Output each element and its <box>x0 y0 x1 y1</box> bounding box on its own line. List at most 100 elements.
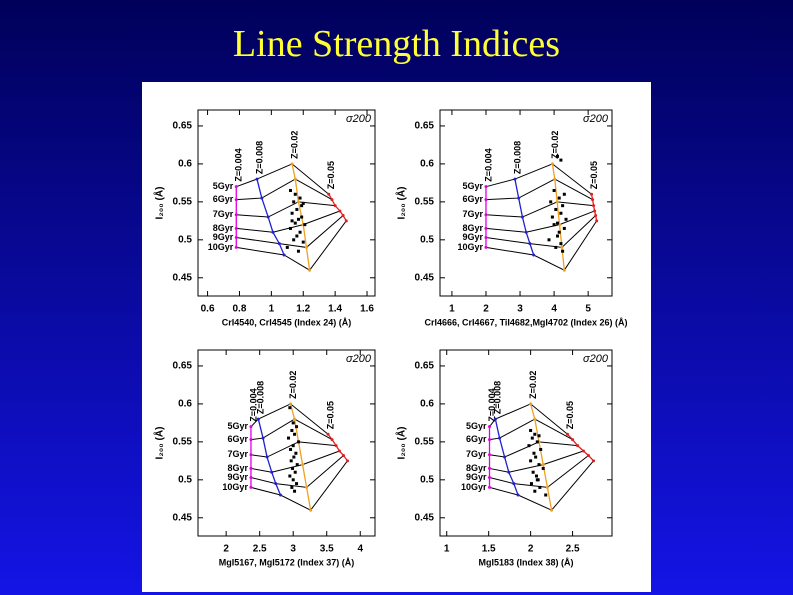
grid-node <box>593 209 597 213</box>
data-point <box>290 211 294 215</box>
data-point <box>291 421 295 425</box>
data-point <box>296 249 300 253</box>
age-line <box>250 403 329 435</box>
age-label: 5Gyr <box>227 421 248 431</box>
age-label: 6Gyr <box>462 194 483 204</box>
age-line <box>250 418 333 441</box>
x-tick-label: 1.2 <box>296 304 310 315</box>
grid-node <box>293 417 297 421</box>
grid-node <box>560 245 564 249</box>
data-point <box>529 482 533 486</box>
metallicity-line <box>289 403 312 511</box>
metallicity-line <box>529 403 553 511</box>
grid-node <box>484 198 488 202</box>
data-point <box>535 478 539 482</box>
y-tick-label: 0.55 <box>415 437 435 448</box>
metallicity-label: Z=0.02 <box>289 131 299 159</box>
grid-node <box>484 236 488 240</box>
x-tick-label: 0.6 <box>201 304 215 315</box>
grid-node <box>550 162 554 166</box>
x-tick-label: 3 <box>517 304 523 315</box>
age-line <box>236 178 333 201</box>
metallicity-line <box>494 418 519 496</box>
metallicity-line <box>514 178 535 256</box>
data-point <box>552 223 556 227</box>
grid-node <box>341 214 345 218</box>
grid-node <box>270 470 274 474</box>
grid-node <box>249 466 253 470</box>
grid-node <box>592 204 596 208</box>
y-tick-label: 0.45 <box>415 512 435 523</box>
data-point <box>550 215 554 219</box>
x-tick-label: 0.8 <box>233 304 247 315</box>
metallicity-label: Z=0.004 <box>248 388 258 421</box>
grid-node <box>261 436 265 440</box>
x-tick-label: 4 <box>357 544 363 555</box>
grid-node <box>587 454 591 458</box>
grid-node <box>274 482 278 486</box>
x-tick-label: 2.5 <box>253 544 267 555</box>
plot-frame <box>439 349 613 537</box>
age-label: 10Gyr <box>208 242 234 252</box>
plot-frame <box>439 109 613 297</box>
data-point <box>291 444 295 448</box>
data-point <box>295 207 299 211</box>
metallicity-label: Z=0.008 <box>512 141 522 174</box>
grid-node <box>234 245 238 249</box>
grid-node <box>532 253 536 257</box>
y-axis-label: I₂₀₀ (Å) <box>395 187 408 220</box>
data-point <box>534 474 538 478</box>
grid-node <box>488 425 492 429</box>
plot-frame <box>197 349 376 537</box>
data-point <box>564 217 568 221</box>
age-line <box>489 441 578 458</box>
age-label: 7Gyr <box>466 449 487 459</box>
x-axis-label: CrI4540, CrI4545 (Index 24) (Å) <box>222 317 352 327</box>
grid-node <box>308 268 312 272</box>
data-point <box>557 196 561 200</box>
grid-node <box>562 268 566 272</box>
grid-node <box>271 230 275 234</box>
metallicity-label: Z=0.008 <box>493 381 503 414</box>
x-tick-label: 1 <box>444 544 450 555</box>
grid-node <box>249 476 253 480</box>
y-tick-label: 0.5 <box>178 234 192 245</box>
grid-node <box>503 455 507 459</box>
grid-node <box>590 192 594 196</box>
y-tick-label: 0.6 <box>178 399 192 410</box>
data-point <box>293 192 297 196</box>
data-point <box>549 200 553 204</box>
grid-node <box>576 444 580 448</box>
plot-frame <box>197 109 376 297</box>
data-point <box>535 440 539 444</box>
data-point <box>529 459 533 463</box>
y-tick-label: 0.5 <box>420 474 434 485</box>
slide-title: Line Strength Indices <box>232 23 561 65</box>
grid-node <box>488 453 492 457</box>
grid-node <box>484 245 488 249</box>
data-point <box>537 463 541 467</box>
age-label: 8Gyr <box>213 223 234 233</box>
grid-node <box>289 402 293 406</box>
data-point <box>559 158 563 162</box>
age-label: 7Gyr <box>227 449 248 459</box>
data-point <box>291 478 295 482</box>
grid-node <box>517 196 521 200</box>
grid-node <box>346 459 350 463</box>
metallicity-line <box>291 163 311 271</box>
grid-node <box>553 177 557 181</box>
data-point <box>295 482 299 486</box>
grid-node <box>309 508 313 512</box>
y-tick-label: 0.6 <box>178 159 192 170</box>
x-tick-label: 2 <box>483 304 489 315</box>
data-point <box>552 188 556 192</box>
y-tick-label: 0.45 <box>415 272 435 283</box>
data-point <box>300 204 304 208</box>
data-point <box>288 474 292 478</box>
data-point <box>285 245 289 249</box>
age-line <box>485 215 596 248</box>
grid-node <box>234 226 238 230</box>
panel-label: σ200 <box>346 113 372 125</box>
metallicity-line <box>257 418 282 496</box>
